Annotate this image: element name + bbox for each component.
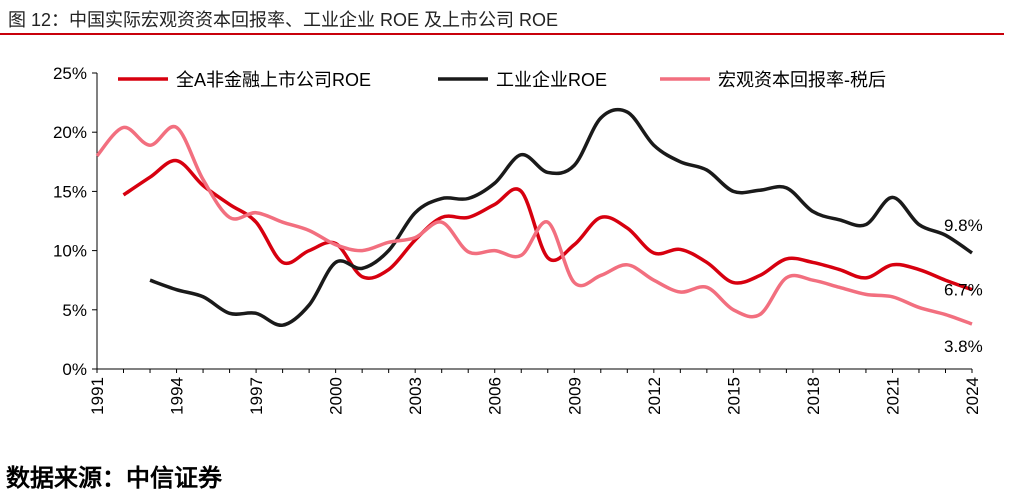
y-tick-label: 5% (62, 301, 87, 320)
series-line-2 (95, 124, 973, 326)
y-tick-label: 15% (53, 182, 87, 201)
series-line-1 (149, 107, 973, 327)
legend-label: 全A非金融上市公司ROE (176, 70, 371, 90)
x-tick-label: 2015 (724, 377, 743, 415)
source-note: 数据来源：中信证券 (6, 465, 222, 492)
x-tick-label: 2012 (645, 377, 664, 415)
chart-title: 图 12：中国实际宏观资资本回报率、工业企业 ROE 及上市公司 ROE (8, 10, 559, 30)
end-value-label: 9.8% (944, 216, 983, 235)
x-tick-label: 2009 (565, 377, 584, 415)
x-tick-label: 2006 (486, 377, 505, 415)
x-tick-label: 2003 (406, 377, 425, 415)
y-tick-label: 10% (53, 242, 87, 261)
x-tick-label: 1991 (88, 377, 107, 415)
legend-label: 宏观资本回报率-税后 (718, 70, 886, 90)
x-tick-label: 2021 (883, 377, 902, 415)
series-line-0 (122, 158, 973, 292)
y-tick-label: 0% (62, 360, 87, 379)
y-tick-label: 20% (53, 123, 87, 142)
x-tick-label: 1997 (247, 377, 266, 415)
x-tick-label: 1994 (168, 377, 187, 415)
end-value-label: 3.8% (944, 337, 983, 356)
legend-label: 工业企业ROE (496, 70, 607, 90)
title-divider (0, 33, 1004, 35)
end-value-label: 6.7% (944, 281, 983, 300)
y-tick-label: 25% (53, 64, 87, 83)
x-tick-label: 2024 (963, 377, 982, 415)
x-tick-label: 2018 (804, 377, 823, 415)
x-tick-label: 2000 (327, 377, 346, 415)
